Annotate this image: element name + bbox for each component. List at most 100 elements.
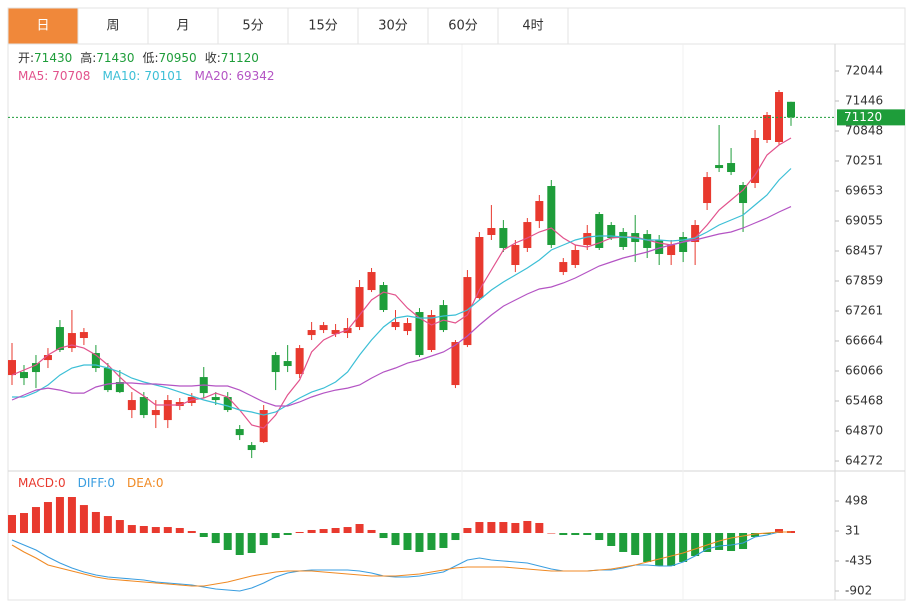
legend-value: 70708 [52,69,90,83]
candle-body [715,165,724,169]
candle-body [283,361,292,367]
candle-body [679,237,688,253]
macd-bar [223,533,232,550]
macd-bar [55,497,64,534]
macd-bar [259,533,268,546]
candle-body [427,315,436,351]
tab-label[interactable]: 5分 [242,19,263,34]
macd-bar [535,522,544,534]
candle-body [547,186,556,245]
macd-bar [103,516,112,534]
macd-bar [271,533,280,539]
macd-bar [355,524,364,534]
candle-body [523,222,532,248]
ohlc-label: 低: [142,51,158,65]
tab-label[interactable]: 周 [106,19,119,34]
macd-bar [43,502,52,534]
macd-bar [139,526,148,534]
y-tick-label: 64870 [845,424,883,438]
legend-value: 0 [58,476,66,490]
candle-body [595,214,604,248]
ohlc-label: 开: [18,51,34,65]
macd-bar [571,533,580,536]
candle-body [511,244,520,266]
tab-background[interactable] [7,7,79,45]
candle-body [691,225,700,243]
macd-bar [235,533,244,555]
ma-legend: MA5: 70708 MA10: 70101 MA20: 69342 [18,69,275,83]
tab[interactable]: 4时 [497,7,569,45]
tab[interactable]: 5分 [217,7,289,45]
macd-bar [67,497,76,534]
ma-line [11,137,792,429]
macd-bar [559,533,568,536]
tab[interactable]: 月 [147,7,219,45]
macd-bar [343,527,352,534]
legend-name: DIFF: [78,476,108,490]
candle-body [391,322,400,328]
ma-line [12,168,792,416]
candle-body [127,400,136,411]
tab-label[interactable]: 15分 [308,19,338,34]
ohlc-value: 71120 [221,51,259,65]
tab-background[interactable] [217,7,289,45]
macd-bar [79,505,88,534]
legend-name: MACD: [18,476,58,490]
candle-body [139,397,148,416]
macd-bar [703,533,712,552]
macd-bar [595,533,604,541]
y-tick-label: 70251 [845,153,883,167]
macd-bar [655,533,664,566]
candle-body [115,382,124,393]
macd-bar [427,533,436,550]
y-tick-label: 69653 [845,183,883,197]
candle-body [79,332,88,339]
candle-body [163,400,172,421]
macd-bar [367,529,376,534]
candle-body [331,330,340,335]
macd-bar [403,533,412,550]
candle-body [619,231,628,247]
candle-body [295,348,304,375]
ohlc-label: 收: [205,51,221,65]
tab[interactable]: 60分 [427,7,499,45]
candle-body [463,277,472,346]
tab-label[interactable]: 月 [176,19,189,34]
y-tick-label: 67261 [845,304,883,318]
tab[interactable]: 日 [7,7,79,45]
candle-body [367,272,376,291]
last-price-tag [837,109,905,126]
tab[interactable]: 周 [77,7,149,45]
tab-label[interactable]: 4时 [522,19,543,34]
tab[interactable]: 15分 [287,7,359,45]
candle-body [751,137,760,184]
candle-body [703,177,712,204]
y-tick-label: 68457 [845,244,883,258]
macd-line [11,531,791,592]
macd-bar [391,533,400,546]
last-price-label: 71120 [844,110,882,124]
macd-bar [175,527,184,534]
tab[interactable]: 30分 [357,7,429,45]
ohlc-value: 70950 [159,51,197,65]
ohlc-readout: 开:71430 高:71430 低:70950 收:71120 [18,50,259,65]
tab-background[interactable] [427,7,499,45]
y-tick-label: 65468 [845,393,883,407]
tab-label[interactable]: 日 [36,19,49,34]
y-tick-label: 66066 [845,363,883,377]
macd-bar [463,527,472,534]
legend-value: 69342 [236,69,274,83]
tab-label[interactable]: 60分 [448,19,478,34]
candle-body [91,353,100,369]
tab-background[interactable] [497,7,569,45]
candle-body [235,429,244,436]
candle-body [727,163,736,173]
candle-body [379,285,388,311]
y-tick-label: 66664 [845,333,883,347]
candle-body [571,249,580,266]
macd-bar [151,527,160,534]
tab-label[interactable]: 30分 [378,19,408,34]
candle-body [535,201,544,222]
candle-body [259,410,268,443]
